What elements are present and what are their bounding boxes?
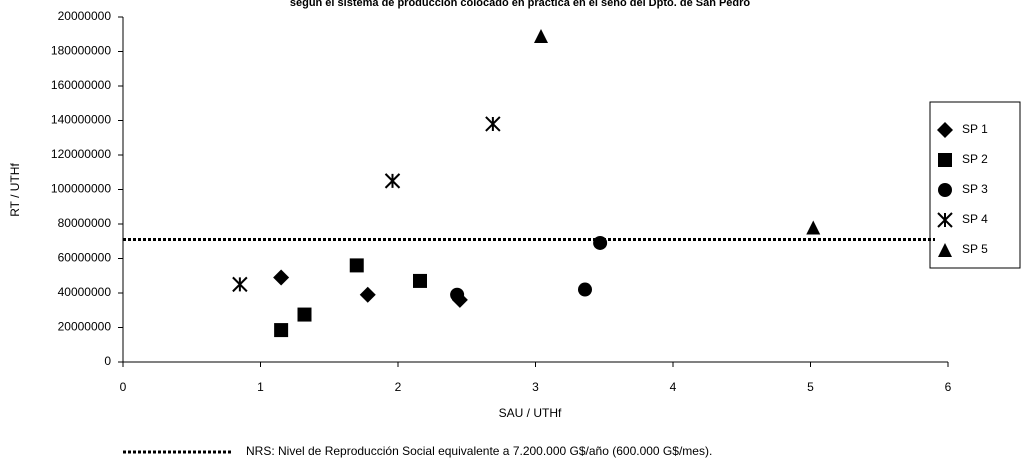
point: [274, 323, 289, 338]
x-axis-label: SAU / UTHf: [499, 406, 562, 420]
legend-marker: [937, 122, 953, 138]
y-tick-label: 20000000: [58, 320, 112, 334]
y-axis-label: RT / UTHf: [8, 163, 22, 217]
y-tick-label: 180000000: [51, 44, 111, 58]
point: [413, 273, 427, 288]
x-tick-label: 0: [120, 380, 127, 394]
x-tick-label: 4: [670, 380, 677, 394]
point: [232, 276, 248, 293]
legend-marker: [938, 153, 952, 167]
point: [349, 258, 364, 273]
point: [450, 287, 465, 302]
point: [384, 173, 401, 189]
x-tick-label: 3: [532, 380, 539, 394]
legend-label: SP 3: [962, 182, 988, 196]
x-tick-label: 1: [257, 380, 264, 394]
point: [578, 282, 592, 297]
y-tick-label: 0: [104, 354, 111, 368]
legend-marker: [938, 183, 952, 197]
y-tick-label: 40000000: [58, 285, 112, 299]
y-tick-label: 80000000: [58, 216, 112, 230]
point: [359, 286, 376, 303]
y-tick-label: 160000000: [51, 78, 111, 92]
legend-label: SP 2: [962, 152, 988, 166]
point: [593, 235, 608, 250]
y-tick-label: 100000000: [51, 182, 111, 196]
y-tick-label: 60000000: [58, 251, 112, 265]
legend-label: SP 1: [962, 122, 988, 136]
point: [806, 220, 821, 235]
y-tick-label: 120000000: [51, 147, 111, 161]
point: [297, 307, 312, 322]
reference-note: NRS: Nivel de Reproducción Social equiva…: [246, 444, 712, 458]
point: [534, 28, 548, 43]
legend-marker: [937, 212, 953, 228]
point: [273, 269, 290, 286]
x-tick-label: 6: [945, 380, 952, 394]
legend-label: SP 4: [962, 212, 988, 226]
legend-box: [929, 101, 1021, 269]
legend-marker: [938, 243, 952, 257]
x-tick-label: 5: [807, 380, 814, 394]
legend-label: SP 5: [962, 242, 988, 256]
y-tick-label: 140000000: [51, 113, 111, 127]
y-tick-label: 20000000: [58, 9, 112, 23]
point: [485, 116, 501, 132]
x-tick-label: 2: [395, 380, 402, 394]
chart-title: según el sistema de producción colocado …: [290, 0, 751, 9]
